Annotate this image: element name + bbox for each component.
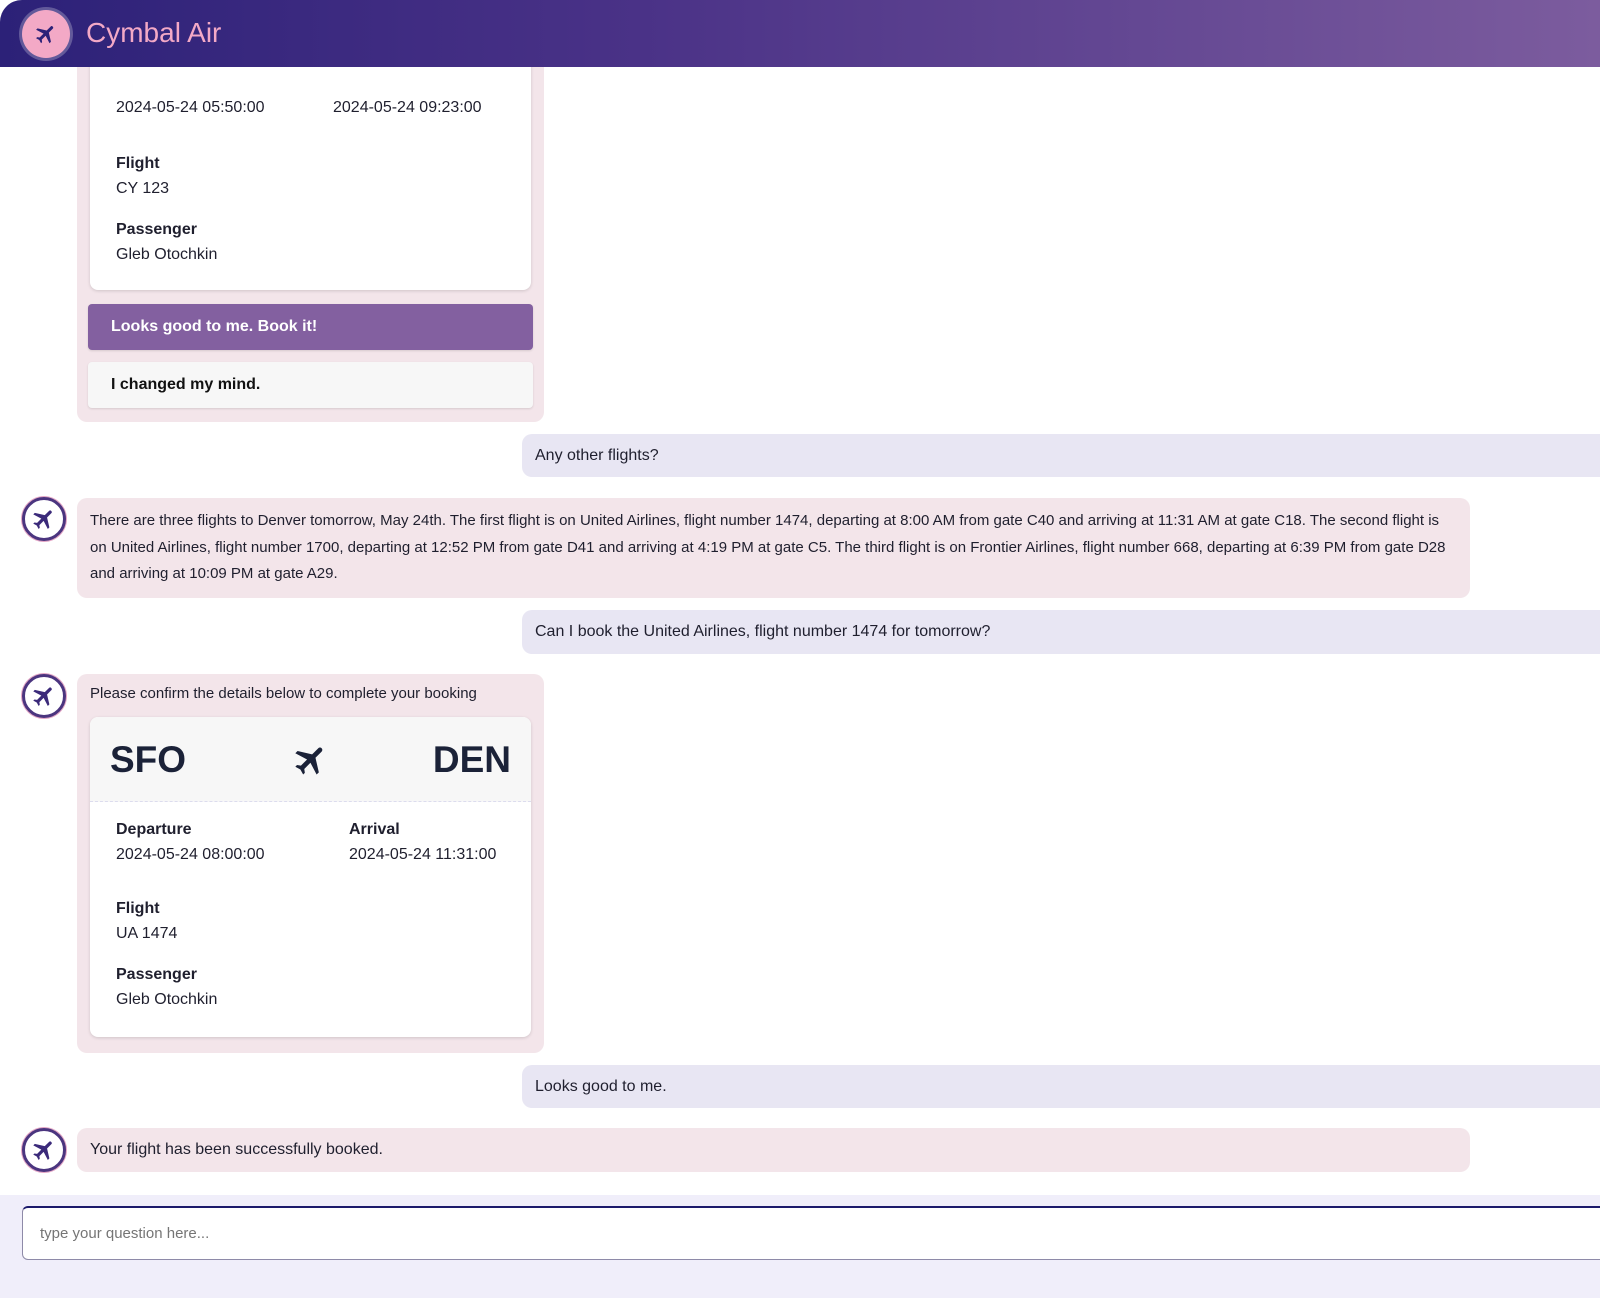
departure-value: 2024-05-24 05:50:00 [116,99,265,116]
passenger-label: Passenger [116,221,197,238]
user-message: Any other flights? [522,434,1600,477]
arrival-value: 2024-05-24 09:23:00 [333,99,482,116]
bot-avatar [22,674,66,718]
airplane-icon [31,506,57,532]
app-title: Cymbal Air [86,17,222,48]
ticket-card: 2024-05-24 05:50:00 2024-05-24 09:23:00 … [90,67,531,290]
airplane-icon [31,1137,57,1163]
passenger-value: Gleb Otochkin [116,246,218,263]
bot-message: Your flight has been successfully booked… [77,1128,1470,1172]
origin-code: SFO [110,739,187,780]
bot-avatar [22,497,66,541]
flight-label: Flight [116,155,160,172]
chat-history[interactable]: 2024-05-24 05:50:00 2024-05-24 09:23:00 … [0,67,1600,1195]
booking-intro: Please confirm the details below to comp… [90,685,477,702]
destination-code: DEN [432,739,511,780]
flight-label: Flight [116,900,160,917]
airplane-icon [31,683,57,709]
flight-value: UA 1474 [116,925,178,942]
bot-message-booking-confirm: 2024-05-24 05:50:00 2024-05-24 09:23:00 … [77,67,544,422]
bot-avatar [22,1128,66,1172]
flight-value: CY 123 [116,180,170,197]
bot-message-booking-confirm: Please confirm the details below to comp… [77,674,544,1053]
departure-label: Departure [116,821,192,838]
passenger-value: Gleb Otochkin [116,991,218,1008]
departure-value: 2024-05-24 08:00:00 [116,846,265,863]
airplane-icon [34,22,58,46]
changed-mind-button[interactable]: I changed my mind. [88,362,533,408]
arrival-value: 2024-05-24 11:31:00 [349,846,497,863]
question-input[interactable] [22,1206,1600,1260]
book-it-button[interactable]: Looks good to me. Book it! [88,304,533,350]
passenger-label: Passenger [116,966,197,983]
app-header: Cymbal Air [0,0,1600,67]
user-message: Looks good to me. [522,1065,1600,1108]
airplane-icon [292,741,330,779]
logo [22,10,70,58]
input-area [0,1195,1600,1298]
bot-message: There are three flights to Denver tomorr… [77,498,1470,598]
ticket-card: SFO DEN Departure 2024-05-24 08:00:00 Ar… [90,717,531,1037]
user-message: Can I book the United Airlines, flight n… [522,610,1600,654]
arrival-label: Arrival [349,821,400,838]
ticket-route: SFO DEN [90,717,531,802]
